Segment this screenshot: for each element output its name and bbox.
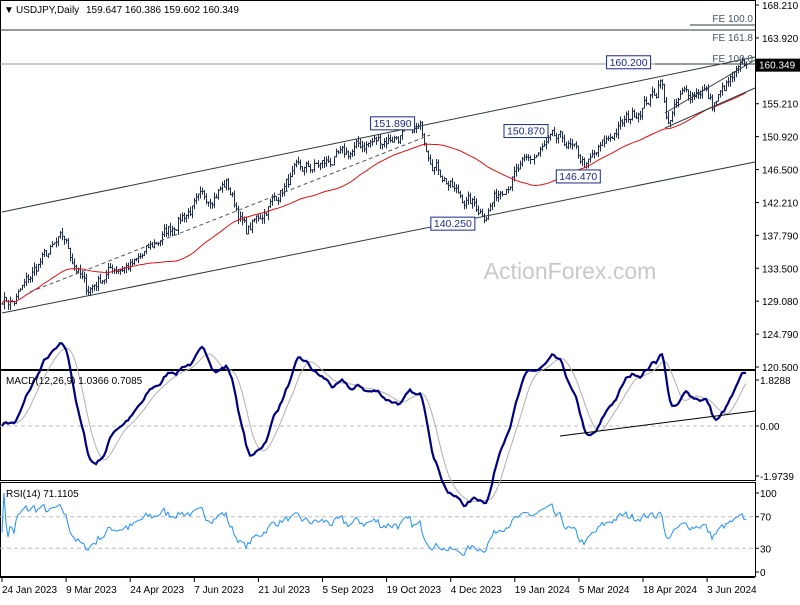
x-tick-label: 21 Jul 2023 [258, 585, 310, 596]
y-tick-label: 168.210 [762, 1, 799, 12]
x-tick-label: 9 Mar 2023 [66, 585, 117, 596]
x-tick-label: 19 Jan 2024 [515, 585, 570, 596]
x-tick-label: 5 Mar 2024 [579, 585, 630, 596]
x-tick-label: 24 Apr 2023 [130, 585, 184, 596]
price-label: 140.250 [434, 218, 472, 230]
y-tick-label: 163.920 [762, 34, 799, 45]
symbol-title: USDJPY,Daily [16, 5, 79, 16]
x-tick-label: 7 Jun 2023 [194, 585, 244, 596]
price-label: 160.200 [610, 57, 648, 69]
ohlc-values: 159.647 160.386 159.602 160.349 [86, 5, 239, 16]
y-tick-label: 129.080 [762, 297, 799, 308]
rsi-title: RSI(14) 71.1105 [6, 489, 79, 500]
fib-level-label: FE 100.0 [712, 54, 753, 65]
ohlc-bar [504, 194, 506, 195]
y-tick-label: 124.790 [762, 330, 799, 341]
y-tick-label: 137.790 [762, 231, 799, 242]
y-tick-label: 155.210 [762, 100, 799, 111]
y-tick-label: 146.500 [762, 166, 799, 177]
rsi-tick-label: 100 [760, 489, 777, 500]
x-tick-label: 4 Dec 2023 [451, 585, 503, 596]
macd-tick-label: -1.9739 [760, 472, 794, 483]
rsi-tick-label: 30 [760, 544, 772, 555]
y-tick-label: 120.500 [762, 363, 799, 374]
y-tick-label: 150.920 [762, 133, 799, 144]
x-tick-label: 18 Apr 2024 [643, 585, 697, 596]
price-label: 151.890 [374, 118, 412, 130]
y-tick-label: 142.210 [762, 198, 799, 209]
price-label: 150.870 [507, 126, 545, 138]
fib-level-label: FE 100.0 [712, 14, 753, 25]
rsi-tick-label: 0 [760, 568, 766, 579]
y-tick-label: 133.500 [762, 264, 799, 275]
price-label: 146.470 [559, 171, 597, 183]
x-tick-label: 5 Sep 2023 [323, 585, 375, 596]
x-tick-label: 3 Jun 2024 [707, 585, 757, 596]
watermark: ActionForex.com [484, 258, 657, 284]
x-tick-label: 19 Oct 2023 [387, 585, 442, 596]
macd-tick-label: 0.00 [760, 422, 780, 433]
macd-title: MACD(12,26,9) 1.0366 0.7085 [6, 376, 143, 387]
fib-level-label: FE 161.8 [712, 33, 753, 44]
current-price-label: 160.349 [759, 61, 796, 72]
x-tick-label: 24 Jan 2023 [2, 585, 57, 596]
rsi-tick-label: 70 [760, 513, 772, 524]
dropdown-arrow-icon: ▼ [4, 5, 14, 16]
macd-tick-label: 1.8288 [760, 376, 791, 387]
